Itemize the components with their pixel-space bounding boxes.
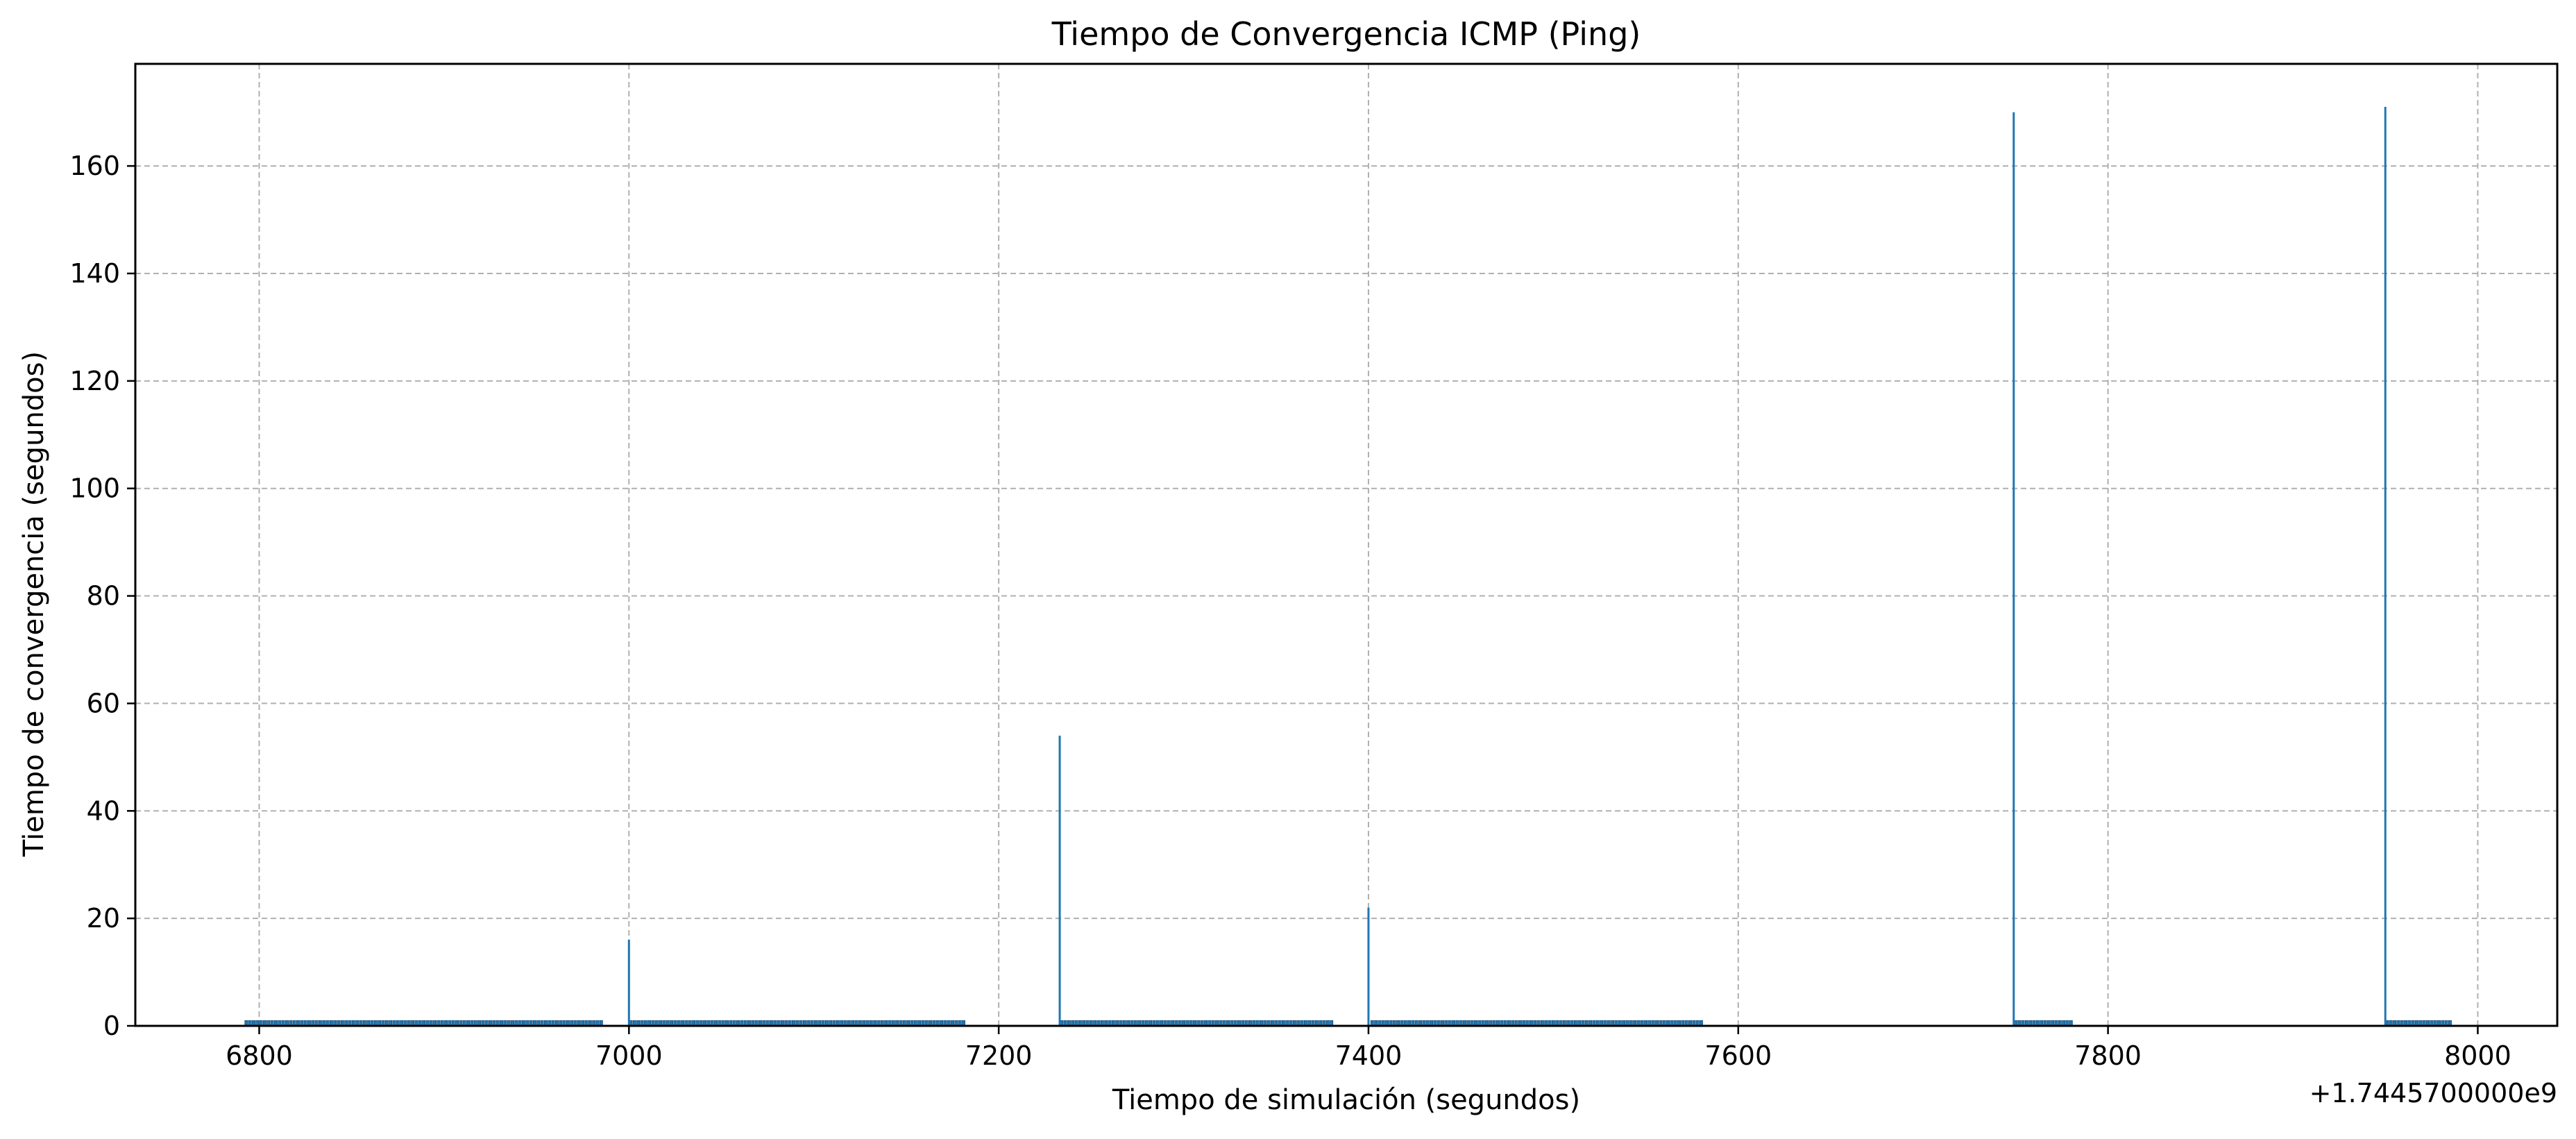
x-tick-label: 7200 (965, 1040, 1033, 1071)
spike-bar (1367, 907, 1370, 1026)
y-tick-label: 60 (87, 688, 120, 718)
chart-title: Tiempo de Convergencia ICMP (Ping) (1051, 15, 1641, 53)
y-tick-label: 20 (87, 903, 120, 934)
grid (135, 64, 2557, 1027)
spike-bar (1058, 735, 1061, 1026)
bars (244, 106, 2452, 1027)
x-tick-label: 7000 (595, 1040, 663, 1071)
y-axis-label: Tiempo de convergencia (segundos) (18, 351, 50, 857)
y-tick-label: 160 (69, 151, 120, 181)
x-tick-label: 7400 (1335, 1040, 1403, 1071)
y-tick-label: 80 (87, 581, 120, 611)
spike-bar (2384, 106, 2387, 1027)
y-tick-label: 40 (87, 795, 120, 826)
y-tick-label: 0 (103, 1011, 120, 1041)
spike-bar (627, 940, 630, 1026)
ticks: 6800 7000 7200 7400 7600 7800 8000 0 20 40 60 80 100… (69, 151, 2511, 1071)
x-tick-label: 8000 (2444, 1040, 2511, 1071)
y-tick-label: 100 (69, 473, 120, 504)
y-tick-label: 120 (69, 366, 120, 396)
x-tick-label: 6800 (226, 1040, 293, 1071)
plot-frame (134, 62, 2559, 1027)
y-tick-label: 140 (69, 258, 120, 289)
x-tick-label: 7600 (1704, 1040, 1772, 1071)
spike-bar (2012, 112, 2015, 1027)
x-axis-label: Tiempo de simulación (segundos) (1112, 1084, 1580, 1116)
x-tick-label: 7800 (2074, 1040, 2142, 1071)
x-axis-offset-label: +1.7445700000e9 (2310, 1078, 2557, 1108)
